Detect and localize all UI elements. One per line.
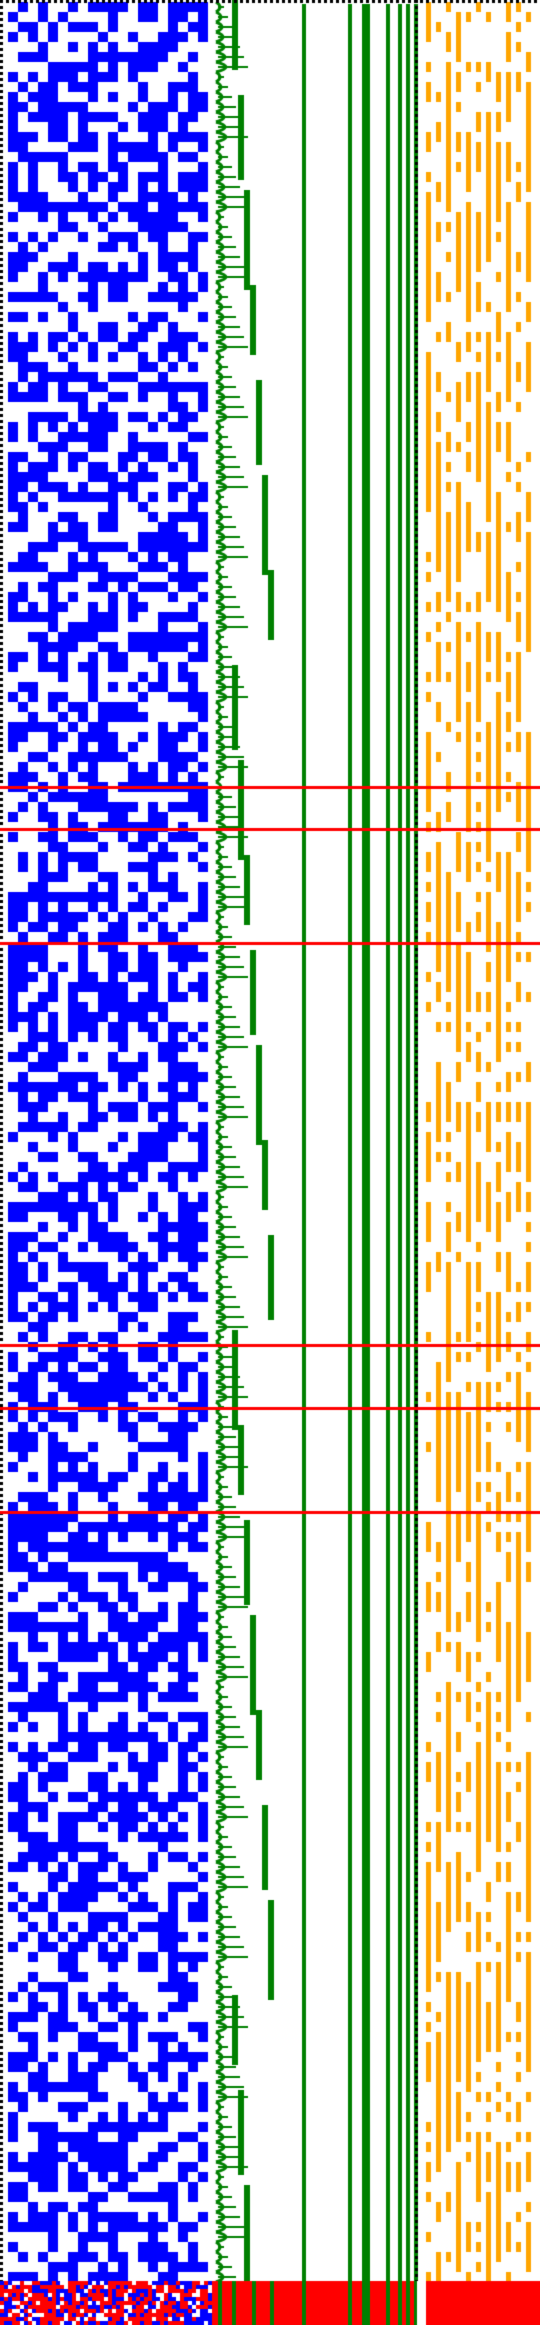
top-dotted-border: [0, 0, 540, 4]
green-vertical-lines-panel: [262, 0, 417, 2325]
blue-matrix-panel: [0, 0, 212, 2325]
orange-matrix-panel: [417, 0, 540, 2325]
bottom-red-band: [0, 2284, 540, 2325]
green-staircase-panel: [212, 0, 262, 2325]
